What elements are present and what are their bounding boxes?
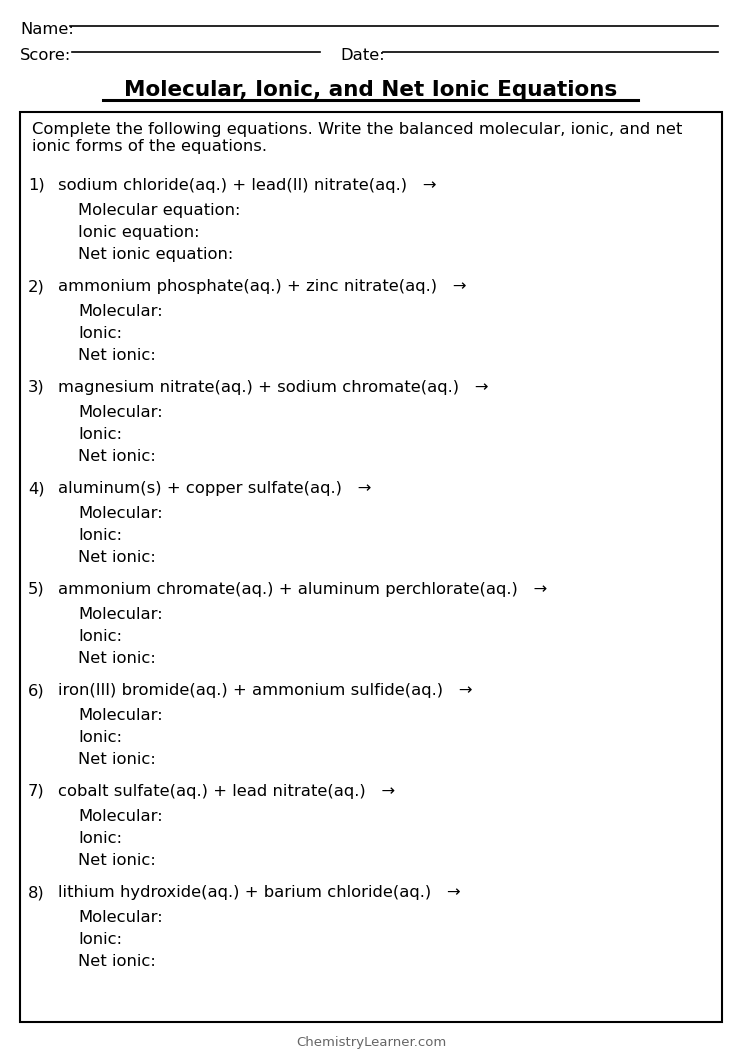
Text: cobalt sulfate(aq.) + lead nitrate(aq.)   →: cobalt sulfate(aq.) + lead nitrate(aq.) … bbox=[58, 784, 395, 799]
Text: Ionic:: Ionic: bbox=[78, 831, 122, 845]
Text: aluminum(s) + copper sulfate(aq.)   →: aluminum(s) + copper sulfate(aq.) → bbox=[58, 481, 372, 496]
Text: Ionic:: Ionic: bbox=[78, 730, 122, 745]
Text: Molecular:: Molecular: bbox=[78, 708, 162, 723]
Text: Molecular:: Molecular: bbox=[78, 809, 162, 825]
Text: Date:: Date: bbox=[340, 48, 384, 63]
Text: 2): 2) bbox=[28, 279, 45, 294]
Text: Molecular equation:: Molecular equation: bbox=[78, 204, 240, 218]
Text: 3): 3) bbox=[28, 380, 45, 395]
Text: Net ionic:: Net ionic: bbox=[78, 550, 156, 565]
Text: Net ionic:: Net ionic: bbox=[78, 449, 156, 464]
Text: Ionic:: Ionic: bbox=[78, 427, 122, 442]
Text: iron(III) bromide(aq.) + ammonium sulfide(aq.)   →: iron(III) bromide(aq.) + ammonium sulfid… bbox=[58, 683, 473, 698]
Text: 4): 4) bbox=[28, 481, 45, 496]
Text: 7): 7) bbox=[28, 784, 45, 799]
Text: Molecular:: Molecular: bbox=[78, 506, 162, 521]
Text: Name:: Name: bbox=[20, 22, 73, 37]
Text: ChemistryLearner.com: ChemistryLearner.com bbox=[296, 1036, 446, 1049]
Text: sodium chloride(aq.) + lead(II) nitrate(aq.)   →: sodium chloride(aq.) + lead(II) nitrate(… bbox=[58, 178, 436, 193]
Text: 8): 8) bbox=[28, 885, 45, 900]
Text: Ionic:: Ionic: bbox=[78, 326, 122, 341]
Text: Net ionic:: Net ionic: bbox=[78, 651, 156, 666]
Text: 6): 6) bbox=[28, 683, 45, 698]
Text: Ionic:: Ionic: bbox=[78, 932, 122, 947]
Text: Net ionic equation:: Net ionic equation: bbox=[78, 247, 233, 262]
Text: Ionic:: Ionic: bbox=[78, 528, 122, 543]
Text: Net ionic:: Net ionic: bbox=[78, 348, 156, 363]
Text: Net ionic:: Net ionic: bbox=[78, 752, 156, 767]
Text: 5): 5) bbox=[28, 582, 45, 597]
Text: Molecular:: Molecular: bbox=[78, 607, 162, 622]
Text: Molecular:: Molecular: bbox=[78, 405, 162, 420]
Text: lithium hydroxide(aq.) + barium chloride(aq.)   →: lithium hydroxide(aq.) + barium chloride… bbox=[58, 885, 461, 900]
Text: Molecular:: Molecular: bbox=[78, 909, 162, 925]
Text: Molecular:: Molecular: bbox=[78, 304, 162, 319]
Text: magnesium nitrate(aq.) + sodium chromate(aq.)   →: magnesium nitrate(aq.) + sodium chromate… bbox=[58, 380, 489, 395]
Bar bbox=[20, 112, 722, 1022]
Text: Molecular, Ionic, and Net Ionic Equations: Molecular, Ionic, and Net Ionic Equation… bbox=[125, 80, 617, 100]
Text: Net ionic:: Net ionic: bbox=[78, 954, 156, 969]
Text: Score:: Score: bbox=[20, 48, 71, 63]
Text: ammonium phosphate(aq.) + zinc nitrate(aq.)   →: ammonium phosphate(aq.) + zinc nitrate(a… bbox=[58, 279, 467, 294]
Text: Net ionic:: Net ionic: bbox=[78, 853, 156, 868]
Text: 1): 1) bbox=[28, 178, 45, 193]
Text: Ionic:: Ionic: bbox=[78, 629, 122, 644]
Text: Ionic equation:: Ionic equation: bbox=[78, 224, 200, 240]
Text: ammonium chromate(aq.) + aluminum perchlorate(aq.)   →: ammonium chromate(aq.) + aluminum perchl… bbox=[58, 582, 548, 597]
Text: Complete the following equations. Write the balanced molecular, ionic, and net
i: Complete the following equations. Write … bbox=[32, 122, 683, 154]
